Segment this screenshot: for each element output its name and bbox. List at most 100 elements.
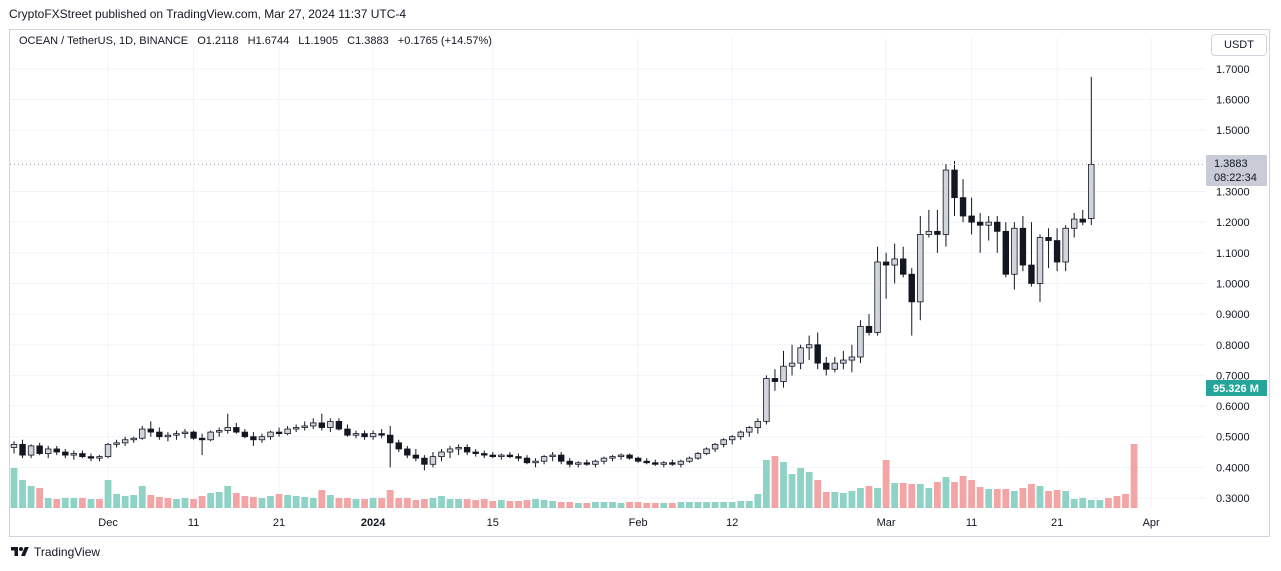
candle-body [1045,237,1052,241]
candle [62,448,69,459]
candle [70,450,78,460]
candle [472,448,479,457]
candle [1088,76,1095,226]
tradingview-branding[interactable]: TradingView [9,545,100,559]
candle-body [634,457,642,462]
volume-bar [1019,488,1027,508]
volume-bar [378,498,386,508]
volume-bar [1105,498,1112,508]
candle-body [164,434,172,438]
candle-body [840,359,847,364]
candle-body [215,430,223,433]
volume-bar [728,502,736,508]
volume-bar [549,501,557,508]
volume-bar [745,501,753,508]
candle [344,424,351,437]
candle-body [139,428,146,439]
x-tick-label: 11 [966,517,977,529]
volume-bar [976,487,984,508]
candle [147,421,154,437]
volume-bar [181,498,189,508]
chart-legend: OCEAN / TetherUS, 1D, BINANCE O1.2118 H1… [19,35,492,47]
volume-bar [592,502,599,508]
volume-bar [403,498,411,508]
candle-body [669,462,676,465]
candle [27,444,35,459]
volume-bar [352,499,360,508]
candle [1062,225,1069,272]
candle [669,459,676,466]
candle [19,439,26,459]
axis-tags: 1.3883 08:22:34 95.326 M [1206,155,1267,396]
y-tick-label: 1.1000 [1216,248,1250,260]
candle [241,429,249,439]
candle-body [62,451,69,456]
volume-bar [1113,496,1121,508]
volume-bar [207,493,215,508]
y-tick-label: 0.4000 [1216,462,1250,474]
candle [805,335,813,361]
volume-bar [1045,491,1052,508]
candle-body [70,453,78,456]
candle [190,430,197,440]
volume-bar [284,495,291,508]
candle [207,430,214,442]
candle-body [96,456,103,459]
candle [840,350,847,370]
y-tick-label: 0.5000 [1216,432,1250,444]
volume-bar [138,486,146,508]
volume-bar [865,486,873,508]
candle [1019,216,1027,272]
candle-body [267,431,274,438]
candle [45,445,52,459]
candle [352,430,360,439]
volume-bar [53,499,61,508]
volume-bar [908,484,916,508]
candle [677,459,685,468]
legend-symbol: OCEAN / TetherUS, 1D, BINANCE [19,35,189,47]
candle-body [10,443,18,448]
volume-bar [198,496,206,508]
volume-bar [882,460,890,508]
candle [797,344,804,370]
candle-body [198,437,206,441]
volume-bar [660,503,668,508]
y-tick-label: 1.0000 [1216,278,1250,290]
candle [481,450,488,459]
candle [660,461,667,468]
candle-body [720,439,727,445]
candle [335,418,343,431]
candle-body [660,462,667,465]
candle [934,209,941,253]
candle-body [951,169,958,199]
candle-body [711,443,719,450]
volume-bar [916,484,924,508]
volume-bar [1130,444,1138,508]
volume-bar [566,502,574,508]
volume-bar [771,456,779,508]
candle-body [908,273,915,303]
volume-bar [609,502,616,508]
candle [233,422,240,434]
candle-body [233,427,240,433]
currency-button[interactable]: USDT [1211,34,1267,56]
volume-bar [386,490,394,508]
candle [882,252,890,299]
volume-bar [224,486,232,508]
volume-bar [993,489,1001,508]
volume-bar [19,480,26,508]
candle-body [104,443,112,458]
volume-bar [1002,489,1010,508]
y-tick-label: 1.3000 [1216,187,1250,199]
candle-body [45,448,52,454]
candle [113,439,120,448]
volume-bar [934,482,941,508]
volume-bar [232,493,240,508]
candle-body [934,230,941,235]
volume-bar [1028,484,1035,508]
volume-bar [215,492,223,508]
volume-bar [258,498,266,508]
candle-body [87,456,95,459]
x-tick-label: 21 [273,517,285,529]
